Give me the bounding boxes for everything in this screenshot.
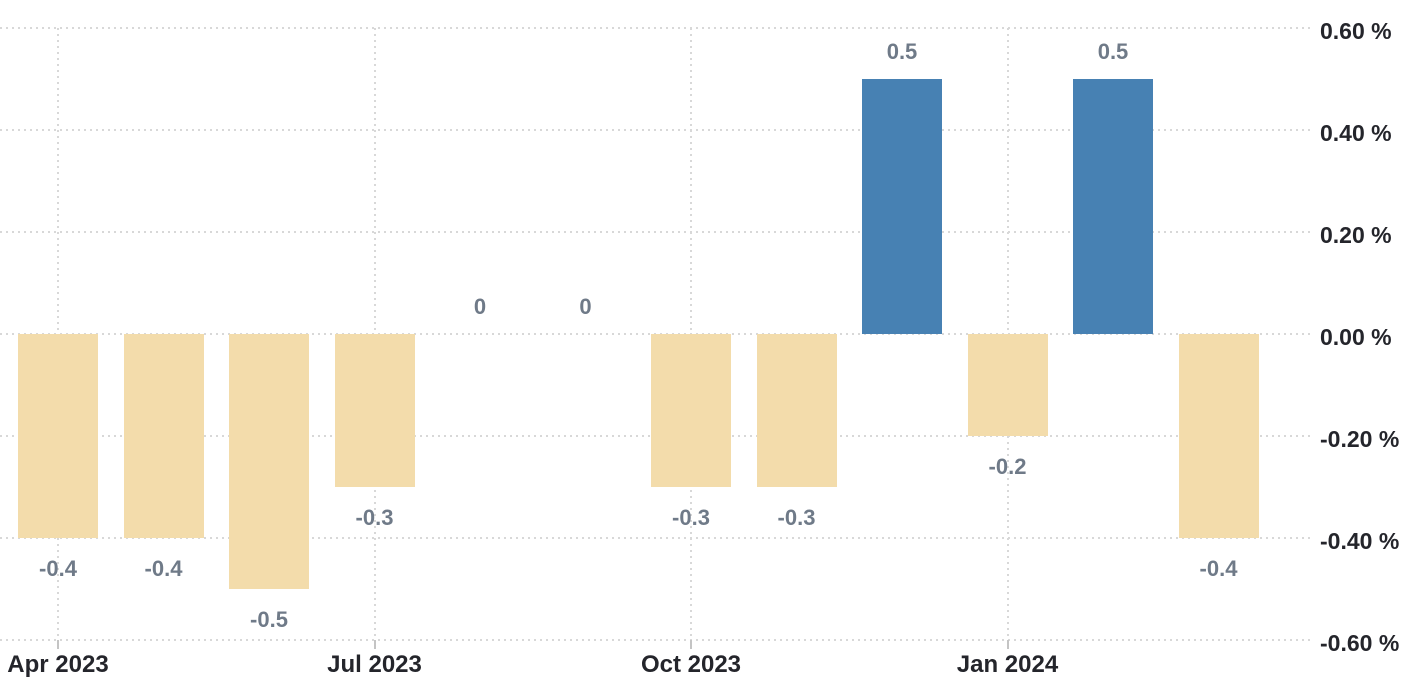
bar-value-label: -0.4 [39,556,77,581]
bar-may-2023[interactable] [123,334,204,538]
y-axis-tick-label: 0.20 % [1320,222,1392,248]
horizontal-gridline [0,231,1310,233]
x-axis-tick-label: Jul 2023 [327,651,422,678]
horizontal-gridline [0,639,1310,641]
bar-value-label: -0.3 [355,505,394,530]
bar-dec-2023[interactable] [862,79,942,334]
bar-value-label: 0 [579,294,592,319]
bar-value-label: -0.4 [1199,556,1238,581]
x-axis-tick-label: Jan 2024 [956,651,1059,678]
x-axis-tick [373,640,376,649]
bar-value-label: -0.2 [988,454,1027,479]
x-axis-tick [57,640,59,649]
bar-nov-2023[interactable] [756,334,837,487]
y-axis-tick-label: -0.40 % [1320,528,1400,554]
horizontal-gridline [0,27,1310,29]
y-axis-tick-label: -0.20 % [1320,426,1400,452]
x-axis-tick [1006,640,1009,649]
bar-value-label: 0 [473,294,487,319]
x-axis-tick [690,640,692,649]
bar-value-label: 0.5 [886,39,918,64]
bar-value-label: -0.5 [250,607,288,632]
y-axis-tick-label: 0.40 % [1320,120,1392,146]
horizontal-gridline [0,129,1310,131]
bar-value-label: -0.4 [144,556,183,581]
x-axis-tick-label: Oct 2023 [640,651,742,678]
y-axis-tick-label: 0.60 % [1320,18,1392,44]
horizontal-gridline [0,537,1310,539]
bar-jan-2024[interactable] [967,334,1048,436]
bar-oct-2023[interactable] [651,334,731,487]
bar-value-label: 0.5 [1097,39,1129,64]
bar-apr-2023[interactable] [18,334,98,538]
x-axis-tick-label: Apr 2023 [7,651,109,678]
y-axis-tick-label: 0.00 % [1320,324,1392,350]
bar-jun-2023[interactable] [229,334,309,589]
bar-jul-2023[interactable] [334,334,415,487]
y-axis-tick-label: -0.60 % [1320,630,1400,656]
bar-mar-2024[interactable] [1178,334,1259,538]
bar-value-label: -0.3 [777,505,816,530]
bar-value-label: -0.3 [672,505,710,530]
bar-feb-2024[interactable] [1073,79,1153,334]
